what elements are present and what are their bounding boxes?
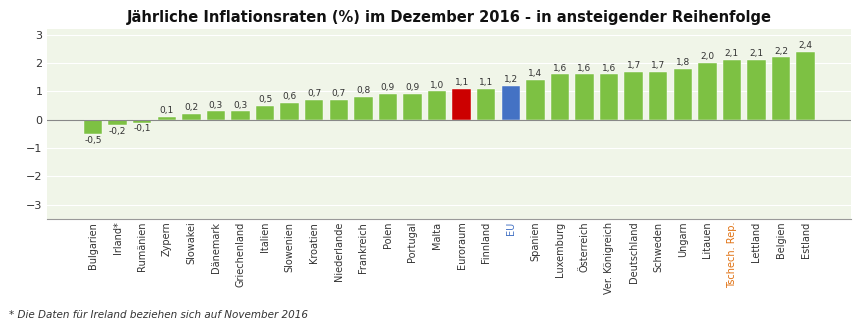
Bar xyxy=(133,120,151,123)
Bar xyxy=(698,63,716,120)
Bar xyxy=(354,97,372,120)
Bar xyxy=(157,117,176,120)
Bar xyxy=(575,74,593,120)
Text: 2,0: 2,0 xyxy=(700,52,715,61)
Text: * Die Daten für Ireland beziehen sich auf November 2016: * Die Daten für Ireland beziehen sich au… xyxy=(9,310,308,320)
Bar xyxy=(452,89,471,120)
Text: 0,6: 0,6 xyxy=(283,92,297,101)
Bar xyxy=(428,91,446,120)
Text: 0,7: 0,7 xyxy=(307,89,322,98)
Text: -0,5: -0,5 xyxy=(84,136,101,145)
Bar xyxy=(256,106,274,120)
Text: -0,2: -0,2 xyxy=(109,127,126,136)
Bar xyxy=(206,111,225,120)
Text: 0,5: 0,5 xyxy=(258,95,272,104)
Bar xyxy=(501,86,520,120)
Text: 0,1: 0,1 xyxy=(160,106,174,115)
Text: 1,6: 1,6 xyxy=(602,64,616,73)
Text: 0,8: 0,8 xyxy=(356,86,371,95)
Text: 2,1: 2,1 xyxy=(725,50,739,59)
Text: 1,1: 1,1 xyxy=(479,78,494,87)
Bar xyxy=(403,94,421,120)
Text: 1,0: 1,0 xyxy=(430,80,444,90)
Text: 1,8: 1,8 xyxy=(676,58,690,67)
Text: 0,9: 0,9 xyxy=(405,83,420,92)
Text: 1,4: 1,4 xyxy=(528,69,543,78)
Bar xyxy=(624,71,642,120)
Text: 1,7: 1,7 xyxy=(627,61,641,70)
Bar xyxy=(329,100,348,120)
Bar xyxy=(84,120,102,134)
Bar xyxy=(378,94,397,120)
Bar xyxy=(796,52,814,120)
Bar xyxy=(599,74,618,120)
Text: 2,1: 2,1 xyxy=(749,50,764,59)
Text: 1,7: 1,7 xyxy=(651,61,666,70)
Bar xyxy=(231,111,249,120)
Text: 0,7: 0,7 xyxy=(332,89,346,98)
Text: 2,2: 2,2 xyxy=(774,47,788,56)
Text: -0,1: -0,1 xyxy=(133,124,151,133)
Bar xyxy=(182,114,200,120)
Text: 0,3: 0,3 xyxy=(233,100,248,109)
Text: 1,2: 1,2 xyxy=(504,75,518,84)
Title: Jährliche Inflationsraten (%) im Dezember 2016 - in ansteigender Reihenfolge: Jährliche Inflationsraten (%) im Dezembe… xyxy=(127,10,772,25)
Bar xyxy=(747,60,765,120)
Text: 0,2: 0,2 xyxy=(184,103,199,112)
Bar xyxy=(771,57,790,120)
Bar xyxy=(108,120,127,125)
Bar xyxy=(673,69,692,120)
Text: 1,6: 1,6 xyxy=(577,64,592,73)
Bar xyxy=(280,103,299,120)
Bar xyxy=(477,89,495,120)
Bar xyxy=(649,71,667,120)
Text: 1,6: 1,6 xyxy=(553,64,567,73)
Text: 0,3: 0,3 xyxy=(209,100,223,109)
Bar xyxy=(526,80,544,120)
Bar xyxy=(722,60,741,120)
Bar xyxy=(550,74,569,120)
Bar xyxy=(305,100,323,120)
Text: 1,1: 1,1 xyxy=(455,78,469,87)
Text: 0,9: 0,9 xyxy=(381,83,395,92)
Text: 2,4: 2,4 xyxy=(799,41,813,50)
